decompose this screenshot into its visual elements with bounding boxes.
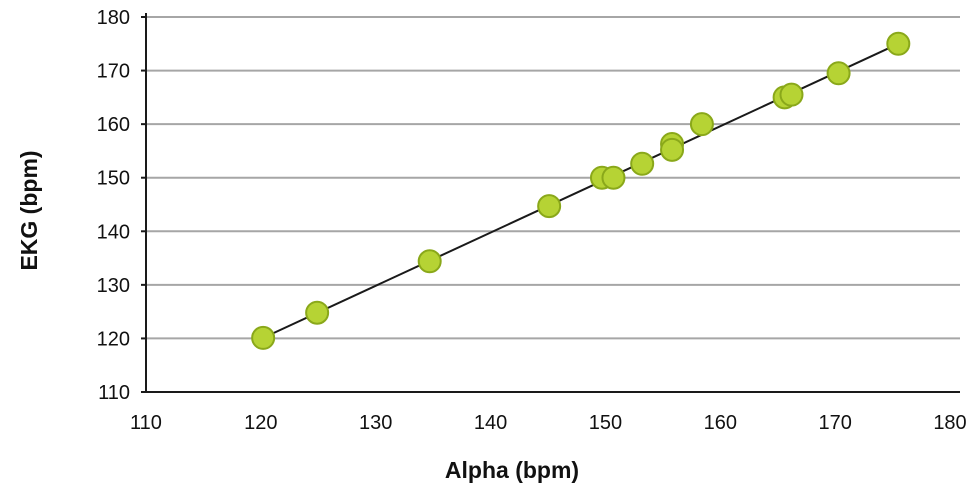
x-tick-label: 140 bbox=[474, 412, 507, 434]
y-tick-label: 170 bbox=[97, 61, 130, 83]
x-tick-label: 110 bbox=[130, 412, 162, 434]
y-tick-label: 160 bbox=[97, 114, 130, 136]
axis-layer bbox=[141, 13, 960, 393]
grid-layer bbox=[146, 16, 960, 340]
data-point bbox=[305, 300, 330, 325]
points-layer bbox=[251, 31, 911, 350]
trend-layer bbox=[262, 42, 899, 339]
y-tick-label: 150 bbox=[97, 168, 130, 190]
data-point bbox=[660, 137, 685, 162]
y-tick-labels: 110 120 130 140 150 160 170 180 bbox=[97, 7, 130, 404]
data-point bbox=[251, 325, 276, 350]
trendline bbox=[262, 42, 899, 339]
x-tick-label: 170 bbox=[818, 412, 851, 434]
y-tick-label: 180 bbox=[97, 7, 130, 29]
x-tick-label: 130 bbox=[359, 412, 392, 434]
data-point bbox=[826, 61, 851, 86]
y-tick-label: 130 bbox=[97, 275, 130, 297]
data-point bbox=[601, 165, 626, 190]
y-tick-label: 120 bbox=[97, 328, 130, 350]
data-point bbox=[537, 194, 562, 219]
x-tick-labels: 110 120 130 140 150 160 170 180 bbox=[130, 412, 967, 434]
data-point bbox=[779, 82, 804, 107]
y-tick-label: 140 bbox=[97, 221, 130, 243]
data-point bbox=[689, 112, 714, 137]
data-point bbox=[417, 249, 442, 274]
y-tick-label: 110 bbox=[98, 382, 130, 404]
x-axis-title: Alpha (bpm) bbox=[445, 457, 579, 483]
x-tick-label: 160 bbox=[704, 412, 737, 434]
data-point bbox=[630, 151, 655, 176]
x-tick-label: 180 bbox=[933, 412, 966, 434]
x-tick-label: 150 bbox=[589, 412, 622, 434]
data-point bbox=[886, 31, 911, 56]
y-axis-title: EKG (bpm) bbox=[16, 150, 42, 270]
x-tick-label: 120 bbox=[244, 412, 277, 434]
